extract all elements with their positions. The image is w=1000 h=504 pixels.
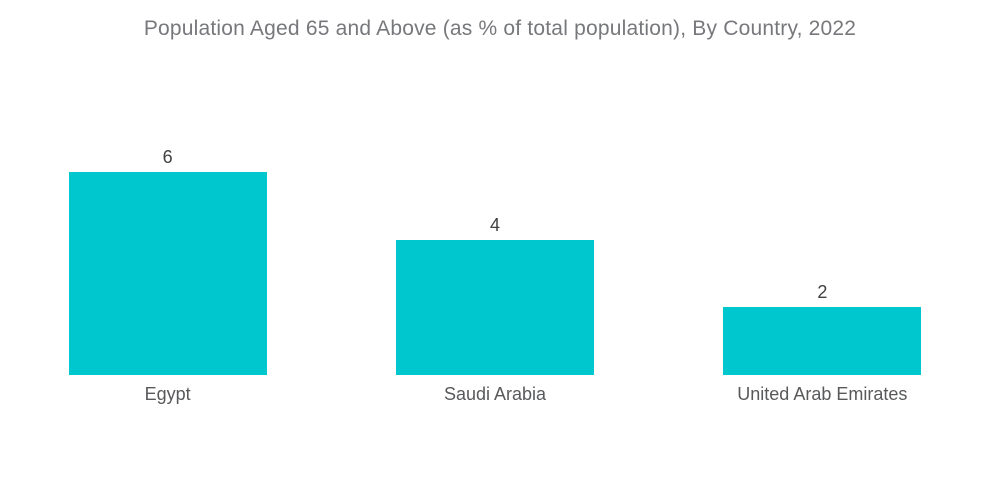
bar-saudi-arabia [395,240,594,375]
bar-value-label: 2 [817,282,828,302]
bar-value-label: 4 [489,215,500,235]
x-axis-label-saudi-arabia: Saudi Arabia [443,384,547,404]
bar-group-saudi-arabia: 4 [331,0,658,375]
plot-area: 6 4 2 [4,0,986,375]
x-axis-label-united-arab-emirates: United Arab Emirates [737,384,908,404]
chart-title: Population Aged 65 and Above (as % of to… [143,17,857,40]
bar-value-label: 6 [162,147,173,167]
bar-group-egypt: 6 [4,0,331,375]
bar-group-united-arab-emirates: 2 [659,0,986,375]
x-axis-label-egypt: Egypt [144,384,191,404]
bar-egypt [68,172,267,375]
bar-united-arab-emirates [723,307,922,375]
x-axis-labels: Egypt Saudi Arabia United Arab Emirates [4,384,986,405]
